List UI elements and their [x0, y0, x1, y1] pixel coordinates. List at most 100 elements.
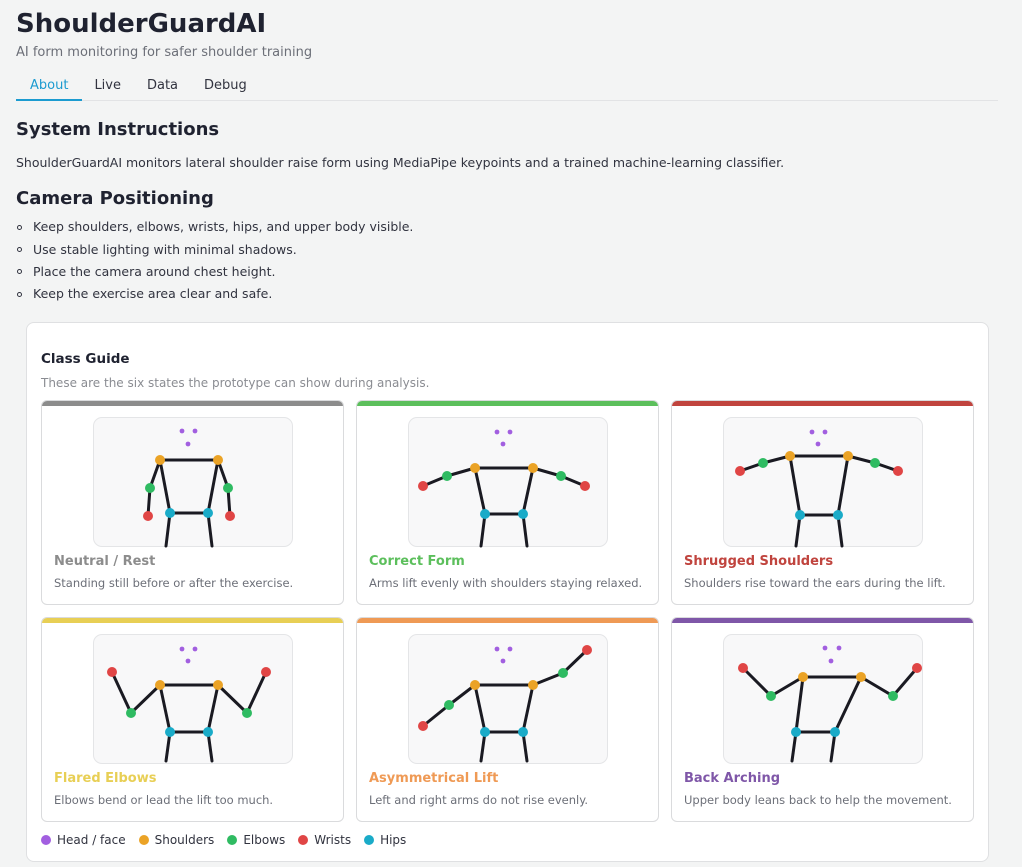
bone-line — [447, 683, 477, 707]
bone-line — [158, 458, 172, 515]
wrist-keypoint — [580, 481, 590, 491]
head-dot-icon — [41, 835, 51, 845]
shoulder-keypoint — [470, 463, 480, 473]
legend-label: Wrists — [314, 833, 352, 847]
class-name: Asymmetrical Lift — [369, 771, 499, 786]
head-keypoint — [822, 429, 828, 435]
hip-keypoint — [165, 508, 175, 518]
class-guide-subtitle: These are the six states the prototype c… — [41, 376, 430, 390]
hip-keypoint — [203, 508, 213, 518]
class-guide-panel: Class Guide These are the six states the… — [26, 322, 989, 862]
hip-keypoint — [480, 509, 490, 519]
wrist-keypoint — [738, 663, 748, 673]
elbow-keypoint — [126, 708, 136, 718]
head-keypoint — [179, 428, 185, 434]
bone-line — [479, 512, 487, 548]
bone-line — [473, 683, 487, 734]
wrist-keypoint — [735, 466, 745, 476]
head-keypoint — [809, 429, 815, 435]
elbow-keypoint — [888, 691, 898, 701]
bullet-icon — [17, 269, 22, 275]
wrist-keypoint — [107, 667, 117, 677]
list-item: Place the camera around chest height. — [16, 261, 413, 283]
hip-keypoint — [795, 510, 805, 520]
shoulder-keypoint — [785, 451, 795, 461]
system-instructions-text: ShoulderGuardAI monitors lateral shoulde… — [16, 155, 785, 170]
wrist-dot-icon — [298, 835, 309, 845]
class-card-flared: Flared Elbows Elbows bend or lead the li… — [41, 617, 344, 822]
class-card-back-arching: Back Arching Upper body leans back to he… — [671, 617, 974, 822]
card-accent-bar — [357, 401, 658, 406]
tab-about[interactable]: About — [16, 76, 83, 101]
shoulder-keypoint — [470, 680, 480, 690]
bone-line — [561, 648, 589, 675]
tab-data[interactable]: Data — [146, 78, 179, 93]
elbow-keypoint — [242, 708, 252, 718]
class-card-asymmetrical: Asymmetrical Lift Left and right arms do… — [356, 617, 659, 822]
bullet-icon — [17, 224, 22, 230]
bone-line — [794, 675, 805, 734]
class-description: Upper body leans back to help the moveme… — [684, 793, 952, 807]
tab-bar: About Live Data Debug — [16, 76, 998, 101]
hip-keypoint — [791, 727, 801, 737]
card-accent-bar — [672, 401, 973, 406]
elbow-keypoint — [558, 668, 568, 678]
bone-line — [216, 683, 249, 715]
shoulder-keypoint — [856, 672, 866, 682]
class-description: Left and right arms do not rise evenly. — [369, 793, 589, 807]
head-keypoint — [822, 645, 828, 651]
hip-keypoint — [203, 727, 213, 737]
hip-keypoint — [480, 727, 490, 737]
wrist-keypoint — [582, 645, 592, 655]
head-keypoint — [500, 441, 506, 447]
elbow-keypoint — [444, 700, 454, 710]
hip-keypoint — [833, 510, 843, 520]
class-description: Standing still before or after the exerc… — [54, 576, 294, 590]
system-instructions-heading: System Instructions — [16, 119, 220, 140]
bone-line — [836, 513, 844, 548]
head-keypoint — [507, 646, 513, 652]
pose-figure-shrugged — [723, 417, 923, 548]
card-accent-bar — [42, 401, 343, 406]
keypoint-legend: Head / face Shoulders Elbows Wrists Hips — [41, 833, 419, 847]
elbow-dot-icon — [227, 835, 238, 845]
head-keypoint — [192, 646, 198, 652]
list-item: Keep the exercise area clear and safe. — [16, 283, 413, 305]
elbow-keypoint — [870, 458, 880, 468]
bone-line — [110, 670, 133, 715]
class-name: Flared Elbows — [54, 771, 157, 786]
bone-line — [769, 675, 805, 698]
class-card-neutral: Neutral / Rest Standing still before or … — [41, 400, 344, 605]
class-name: Neutral / Rest — [54, 554, 156, 569]
app-title: ShoulderGuardAI — [16, 9, 267, 39]
elbow-keypoint — [766, 691, 776, 701]
bone-line — [245, 670, 268, 715]
bone-line — [206, 683, 220, 734]
elbow-keypoint — [442, 471, 452, 481]
head-keypoint — [185, 441, 191, 447]
bone-line — [833, 675, 863, 734]
bone-line — [521, 512, 529, 548]
head-keypoint — [494, 429, 500, 435]
pose-figure-correct — [408, 417, 608, 548]
wrist-keypoint — [418, 481, 428, 491]
shoulder-dot-icon — [138, 835, 149, 845]
camera-bullet-list: Keep shoulders, elbows, wrists, hips, an… — [16, 216, 413, 306]
pose-figure-back-arching — [723, 634, 923, 764]
class-description: Elbows bend or lead the lift too much. — [54, 793, 274, 807]
shoulder-keypoint — [213, 680, 223, 690]
card-accent-bar — [672, 618, 973, 623]
class-description: Shoulders rise toward the ears during th… — [684, 576, 946, 590]
card-accent-bar — [357, 618, 658, 623]
camera-positioning-heading: Camera Positioning — [16, 188, 214, 209]
tab-debug[interactable]: Debug — [204, 78, 247, 93]
wrist-keypoint — [225, 511, 235, 521]
bone-line — [859, 675, 895, 698]
head-keypoint — [494, 646, 500, 652]
tab-live[interactable]: Live — [94, 78, 121, 93]
class-card-correct: Correct Form Arms lift evenly with shoul… — [356, 400, 659, 605]
class-guide-title: Class Guide — [41, 351, 130, 367]
class-card-shrugged: Shrugged Shoulders Shoulders rise toward… — [671, 400, 974, 605]
bone-line — [836, 454, 850, 517]
shoulder-keypoint — [843, 451, 853, 461]
